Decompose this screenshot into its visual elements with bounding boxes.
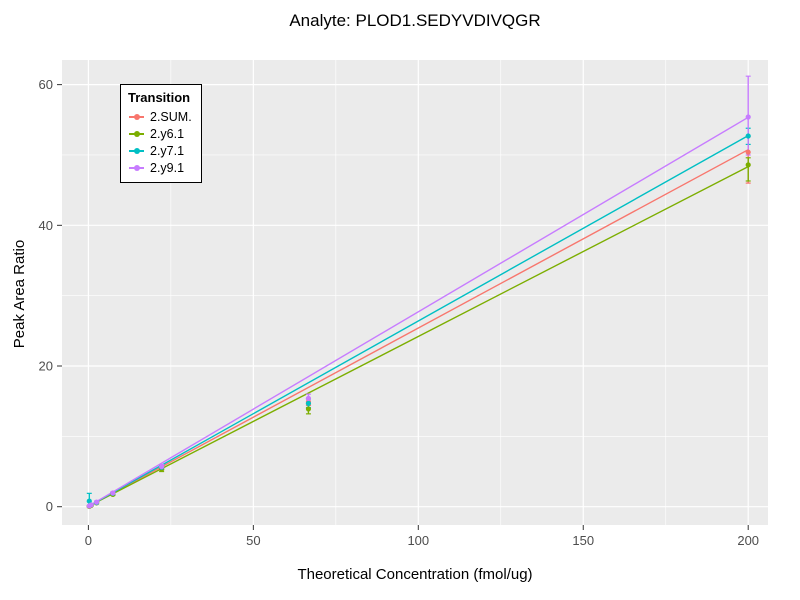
legend-key-swatch [128,125,145,142]
x-tick-label: 150 [572,533,594,548]
data-point [745,149,751,155]
data-point [159,464,165,470]
x-axis-label: Theoretical Concentration (fmol/ug) [297,566,533,583]
legend-entry: 2.SUM. [128,108,192,125]
legend-title: Transition [128,90,191,105]
y-tick-label: 60 [39,77,53,92]
legend-entry: 2.y7.1 [128,142,192,159]
data-point [86,498,92,504]
legend-entry-label: 2.y6.1 [150,126,185,141]
y-axis-label: Peak Area Ratio [11,239,28,349]
fit-line [88,165,749,507]
data-point [93,499,100,505]
x-tick-label: 200 [737,533,759,548]
fit-line [88,135,749,507]
legend-point-icon [134,130,140,137]
legend-entry-label: 2.y7.1 [150,143,185,158]
legend-entry: 2.y6.1 [128,125,192,142]
legend-point-icon [134,164,140,171]
fit-line [88,149,749,507]
chart-title: Analyte: PLOD1.SEDYVDIVQGR [289,11,541,30]
legend-key-swatch [128,108,145,125]
legend-point-icon [134,113,140,120]
fit-line [88,116,749,507]
x-tick-label: 0 [85,533,92,548]
legend-entry: 2.y9.1 [128,159,192,176]
legend-key-swatch [128,142,145,159]
x-tick-label: 100 [407,533,429,548]
data-point [110,490,116,496]
legend-key-swatch [128,159,145,176]
data-point [305,395,312,401]
data-point [305,406,312,412]
data-point [88,502,94,508]
x-tick-label: 50 [246,533,260,548]
legend: Transition 2.SUM. 2.y6.1 2.y7.1 [120,84,202,183]
legend-point-icon [134,147,140,154]
data-point [745,133,751,139]
data-point [745,114,751,120]
legend-entry-label: 2.SUM. [150,109,192,124]
y-tick-label: 20 [39,359,53,374]
data-point [745,162,751,168]
data-point [305,400,312,406]
legend-entry-label: 2.y9.1 [150,160,185,175]
y-tick-label: 0 [46,499,53,514]
y-tick-label: 40 [39,218,53,233]
